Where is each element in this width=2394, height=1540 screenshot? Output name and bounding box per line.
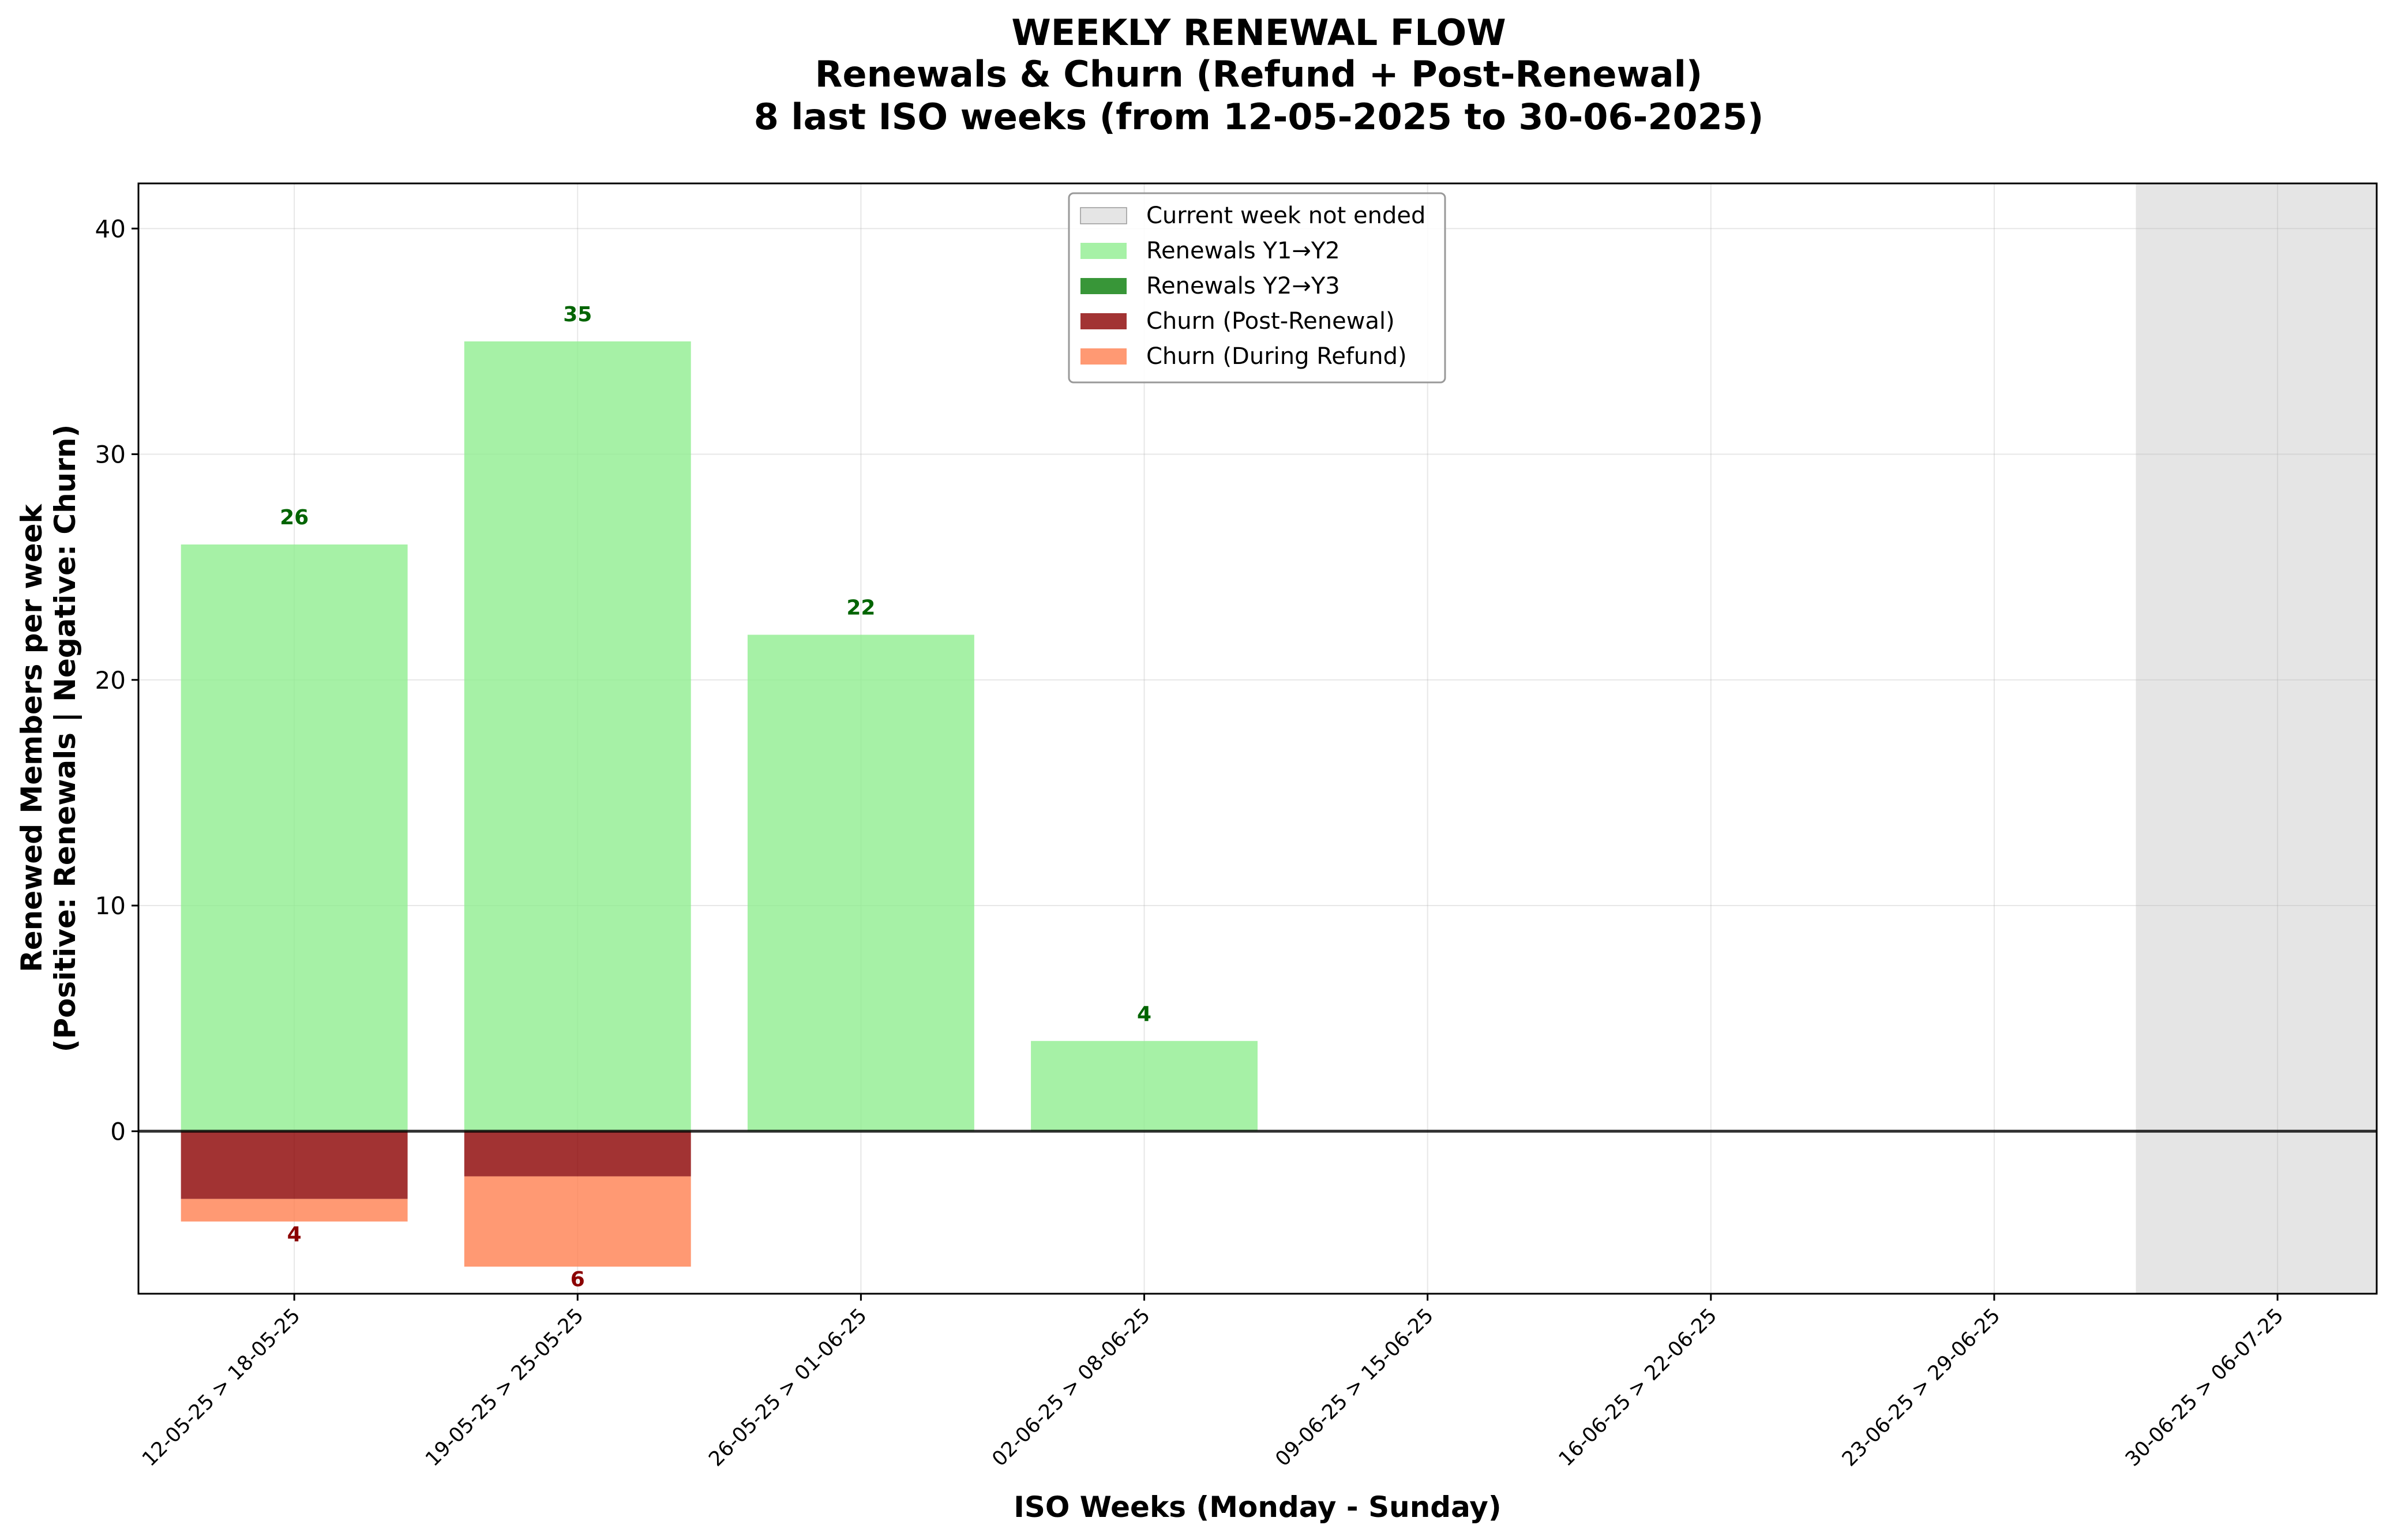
bar-layer <box>181 341 1258 1267</box>
y-axis-label-line-2: (Positive: Renewals | Negative: Churn) <box>48 425 82 1053</box>
bar <box>1031 1041 1258 1132</box>
data-label-layer: 26 4 35 6 22 4 <box>280 303 1151 1291</box>
bar <box>181 1199 408 1222</box>
bar <box>464 1131 691 1177</box>
data-label-positive: 26 <box>280 506 309 529</box>
legend-label-renewals-y1-y2: Renewals Y1→Y2 <box>1146 238 1340 264</box>
legend-swatch-churn-post-renewal <box>1080 313 1127 329</box>
legend-label-churn-during-refund: Churn (During Refund) <box>1146 343 1407 370</box>
data-label-negative: 4 <box>287 1223 302 1246</box>
y-axis-label-line-1: Renewed Members per week <box>15 503 48 972</box>
plot-frame <box>137 182 2378 1295</box>
data-label-positive: 35 <box>563 303 592 326</box>
x-axis-label: ISO Weeks (Monday - Sunday) <box>1014 1490 1501 1524</box>
chart-subtitle-line-1: Renewals & Churn (Refund + Post-Renewal) <box>815 53 1702 95</box>
bar <box>181 1131 408 1199</box>
bar <box>464 1176 691 1267</box>
data-label-positive: 22 <box>846 596 875 620</box>
y-axis: 0 10 20 30 40 <box>95 215 138 1145</box>
current-week-shading-layer <box>2136 183 2377 1294</box>
bar <box>464 341 691 1132</box>
y-tick-label: 10 <box>95 892 126 920</box>
data-label-negative: 6 <box>571 1268 585 1291</box>
data-label-positive: 4 <box>1137 1002 1151 1026</box>
bar <box>181 544 408 1132</box>
legend: Current week not ended Renewals Y1→Y2 Re… <box>1068 192 1446 384</box>
legend-swatch-renewals-y1-y2 <box>1080 243 1127 259</box>
y-tick-label: 30 <box>95 441 126 469</box>
current-week-shading <box>2136 183 2377 1294</box>
y-tick-label: 40 <box>95 215 126 243</box>
legend-swatch-renewals-y2-y3 <box>1080 278 1127 294</box>
y-tick-label: 0 <box>110 1117 126 1145</box>
legend-swatch-churn-during-refund <box>1080 348 1127 365</box>
y-tick-label: 20 <box>95 666 126 694</box>
legend-swatch-current-week <box>1080 207 1127 224</box>
chart-subtitle-line-2: 8 last ISO weeks (from 12-05-2025 to 30-… <box>754 96 1764 138</box>
legend-label-current-week: Current week not ended <box>1146 202 1425 229</box>
legend-label-renewals-y2-y3: Renewals Y2→Y3 <box>1146 273 1340 299</box>
chart-title: WEEKLY RENEWAL FLOW <box>1011 12 1506 54</box>
legend-label-churn-post-renewal: Churn (Post-Renewal) <box>1146 308 1395 335</box>
bar <box>747 634 974 1132</box>
legend-frame <box>1068 192 1446 384</box>
